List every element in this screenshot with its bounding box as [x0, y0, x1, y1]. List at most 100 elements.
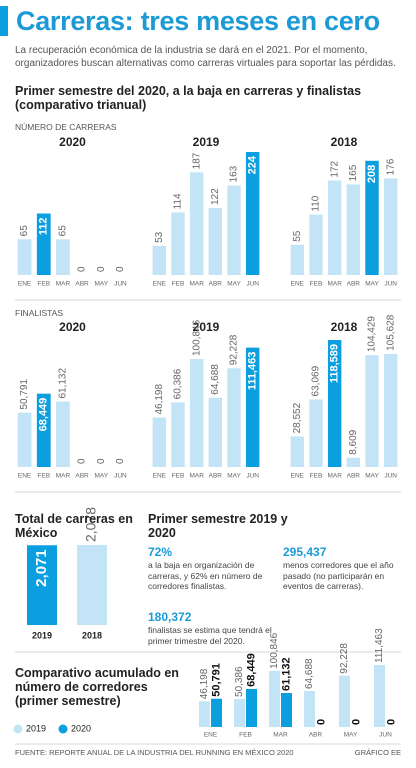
legend-label: 2020 — [71, 723, 91, 733]
bar — [189, 359, 204, 467]
value-label: 187 — [191, 152, 202, 169]
value-label: 50,386 — [234, 666, 245, 697]
value-label: 65 — [19, 225, 30, 237]
x-tick-label: JUN — [114, 473, 127, 480]
stat-text: a la baja en organización de carreras, y… — [148, 560, 263, 591]
value-label: 0 — [96, 266, 107, 272]
x-tick-label: ENE — [153, 473, 167, 480]
value-label: 61,132 — [280, 657, 292, 691]
x-tick-label: MAY — [94, 473, 108, 480]
value-label: 60,386 — [173, 368, 184, 399]
x-tick-label: ENE — [18, 473, 32, 480]
x-tick-label: ABR — [347, 473, 361, 480]
x-tick-label: JUN — [246, 281, 259, 288]
x-tick-label: JUN — [246, 473, 259, 480]
bar — [327, 340, 342, 467]
value-label: 0 — [96, 458, 107, 464]
x-tick-label: FEB — [239, 732, 252, 739]
value-label: 50,791 — [19, 379, 30, 410]
bar — [281, 692, 292, 727]
value-label: 0 — [115, 458, 126, 464]
bar — [365, 160, 379, 275]
chart-title: 2020 — [59, 320, 86, 334]
legend-swatch — [13, 724, 23, 734]
x-tick-label: JUN — [379, 732, 392, 739]
bar — [199, 701, 210, 727]
bar — [290, 436, 305, 467]
value-label: 53 — [154, 231, 165, 243]
section-title: Primer semestre del 2020, a la baja en c… — [15, 84, 362, 112]
x-tick-label: MAR — [273, 732, 288, 739]
races-label: NÚMERO DE CARRERAS — [15, 122, 117, 132]
value-label: 2,071 — [33, 549, 50, 587]
value-label: 100,846 — [269, 632, 280, 669]
x-tick-label: FEB — [310, 473, 323, 480]
bar — [234, 698, 245, 727]
intro: La recuperación económica de la industri… — [15, 45, 396, 69]
x-tick-label: MAR — [189, 281, 204, 288]
bar — [290, 244, 305, 275]
bar — [383, 178, 398, 275]
bar — [36, 213, 51, 275]
x-tick-label: ENE — [204, 732, 218, 739]
value-label: 112 — [38, 218, 50, 236]
chart-title: 2020 — [59, 135, 86, 149]
x-tick-label: MAY — [227, 281, 241, 288]
value-label: 2,078 — [83, 507, 99, 542]
value-label: 92,228 — [229, 334, 240, 365]
bar — [56, 239, 70, 275]
value-label: 165 — [348, 164, 359, 181]
bar — [77, 545, 107, 625]
stat-text: finalistas se estima que tendrá el prime… — [148, 625, 272, 646]
value-label: 163 — [229, 165, 240, 182]
bar — [56, 401, 70, 467]
bar — [27, 545, 57, 625]
value-label: 176 — [385, 158, 396, 175]
bar — [339, 675, 350, 727]
bar — [227, 185, 241, 275]
value-label: 50,791 — [210, 663, 222, 697]
value-label: 64,688 — [304, 658, 315, 689]
bar — [171, 402, 185, 467]
bar — [171, 212, 185, 275]
bar — [346, 457, 361, 467]
x-tick-label: MAR — [189, 473, 204, 480]
stats-title: Primer semestre 2019 y 2020 — [148, 512, 288, 540]
bar — [245, 347, 260, 467]
bar — [211, 698, 222, 727]
x-tick-label: MAR — [56, 281, 71, 288]
bar — [36, 393, 51, 467]
total-title: Total de carreras en México — [15, 512, 133, 540]
value-label: 224 — [247, 155, 259, 174]
bar — [227, 368, 241, 467]
x-tick-label: FEB — [172, 473, 185, 480]
bar — [17, 239, 32, 275]
bar — [346, 184, 361, 275]
value-label: 46,198 — [199, 668, 210, 699]
bar — [246, 688, 257, 727]
value-label: 64,688 — [210, 364, 221, 395]
grouped-title: Comparativo acumulado en número de corre… — [15, 666, 179, 708]
bar — [304, 691, 315, 727]
x-tick-label: ABR — [75, 281, 89, 288]
chart-title: 2019 — [193, 320, 220, 334]
value-label: 61,132 — [58, 368, 69, 399]
x-tick-label: JUN — [384, 281, 397, 288]
x-tick-label: MAR — [327, 281, 342, 288]
credit: GRÁFICO EE — [354, 748, 401, 757]
x-tick-label: FEB — [172, 281, 185, 288]
value-label: 0 — [315, 719, 327, 725]
value-label: 110 — [311, 195, 322, 211]
bar — [208, 397, 223, 467]
value-label: 68,449 — [245, 653, 257, 687]
value-label: 118,589 — [329, 344, 341, 383]
bar — [374, 665, 385, 727]
bar — [309, 214, 323, 275]
bar — [309, 399, 323, 467]
stat-text: menos corredores que el año pasado (no p… — [283, 560, 394, 591]
chart-title: 2019 — [193, 135, 220, 149]
x-tick-label: FEB — [37, 473, 50, 480]
x-tick-label: MAY — [227, 473, 241, 480]
